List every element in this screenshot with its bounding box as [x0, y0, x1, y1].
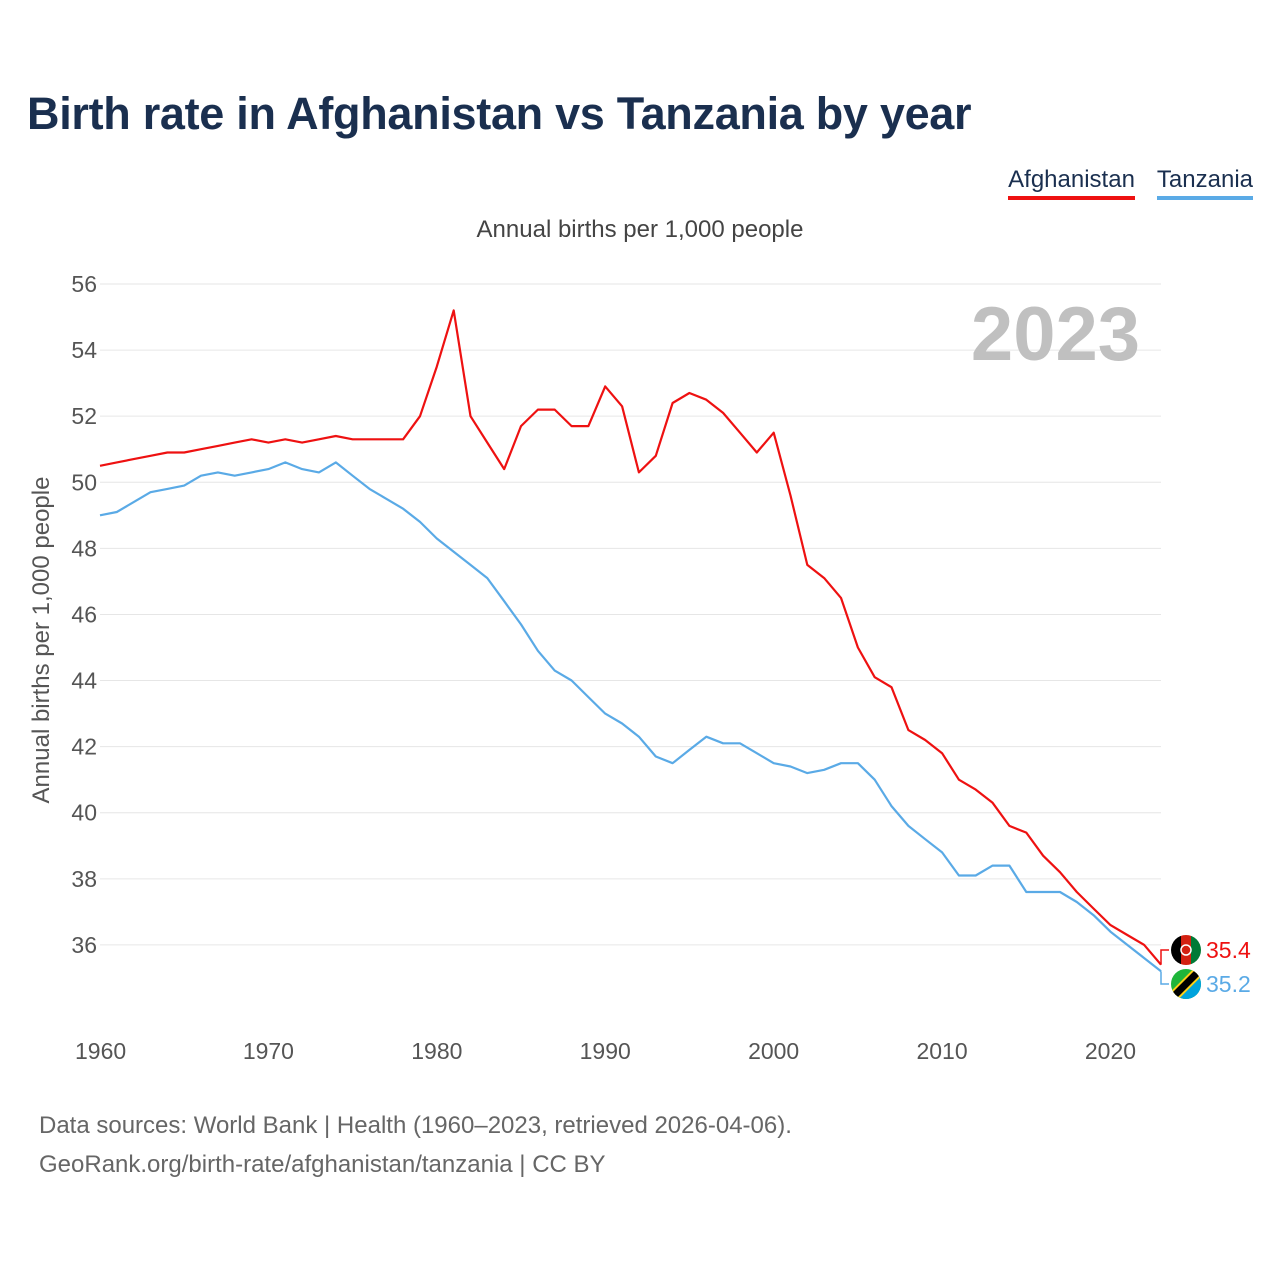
x-tick-2020: 2020 — [1085, 1038, 1136, 1064]
y-tick-52: 52 — [71, 403, 97, 429]
series-lines — [99, 309, 1169, 985]
y-tick-44: 44 — [71, 668, 97, 694]
grid-lines — [100, 283, 1161, 946]
y-tick-36: 36 — [71, 932, 97, 958]
connector-afghanistan — [1160, 949, 1169, 965]
x-tick-2010: 2010 — [916, 1038, 967, 1064]
x-tick-1980: 1980 — [411, 1038, 462, 1064]
x-tick-1960: 1960 — [75, 1038, 126, 1064]
chart-subtitle: Annual births per 1,000 people — [476, 216, 804, 243]
x-tick-1970: 1970 — [243, 1038, 294, 1064]
x-tick-2000: 2000 — [748, 1038, 799, 1064]
y-tick-42: 42 — [71, 734, 97, 760]
y-tick-50: 50 — [71, 469, 97, 495]
y-tick-38: 38 — [71, 866, 97, 892]
highlight-year: 2023 — [971, 292, 1140, 377]
y-tick-46: 46 — [71, 601, 97, 627]
end-labels: 35.4 35.2 — [1206, 937, 1251, 997]
x-tick-1990: 1990 — [580, 1038, 631, 1064]
y-tick-48: 48 — [71, 535, 97, 561]
tanzania-flag-icon — [1171, 969, 1201, 999]
line-afghanistan — [99, 309, 1162, 966]
line-tanzania — [99, 461, 1162, 973]
end-label-tanzania: 35.2 — [1206, 971, 1251, 997]
y-tick-56: 56 — [71, 271, 97, 297]
legend-item-tanzania[interactable]: Tanzania — [1156, 166, 1253, 200]
legend: Afghanistan Tanzania — [1008, 166, 1253, 200]
connector-tanzania — [1160, 971, 1169, 985]
source-note: Data sources: World Bank | Health (1960–… — [39, 1106, 792, 1184]
afghanistan-flag-icon — [1171, 935, 1201, 965]
y-tick-54: 54 — [71, 337, 97, 363]
source-line-1: Data sources: World Bank | Health (1960–… — [39, 1112, 792, 1139]
legend-item-afghanistan[interactable]: Afghanistan — [1008, 166, 1135, 200]
source-line-2: GeoRank.org/birth-rate/afghanistan/tanza… — [39, 1151, 606, 1178]
x-axis-ticks: 1960 1970 1980 1990 2000 2010 2020 — [75, 1038, 1136, 1064]
y-tick-40: 40 — [71, 800, 97, 826]
chart-title: Birth rate in Afghanistan vs Tanzania by… — [27, 88, 972, 139]
y-axis-ticks: 36 38 40 42 44 46 48 50 52 54 56 — [71, 271, 97, 958]
end-label-afghanistan: 35.4 — [1206, 937, 1251, 963]
